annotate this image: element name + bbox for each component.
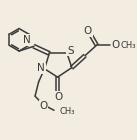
Text: N: N bbox=[37, 63, 45, 73]
Text: S: S bbox=[67, 46, 74, 56]
Text: O: O bbox=[54, 92, 62, 102]
Text: O: O bbox=[112, 39, 120, 50]
Text: O: O bbox=[40, 101, 48, 111]
Text: CH₃: CH₃ bbox=[59, 107, 75, 116]
Text: O: O bbox=[84, 26, 92, 36]
Text: N: N bbox=[23, 35, 31, 45]
Text: CH₃: CH₃ bbox=[121, 41, 136, 50]
